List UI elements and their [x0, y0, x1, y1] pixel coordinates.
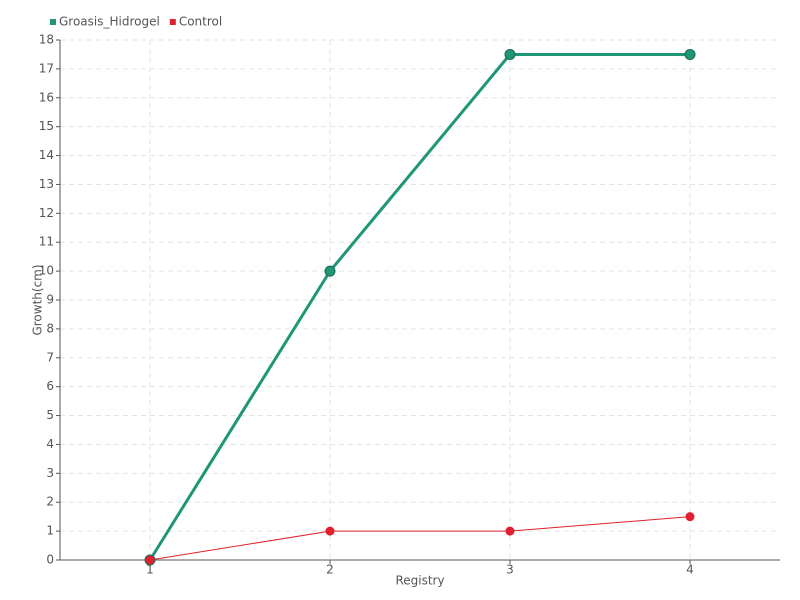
x-tick-label: 2 — [326, 563, 334, 577]
legend-swatch — [169, 19, 176, 25]
y-tick-label: 9 — [46, 293, 54, 307]
y-tick-label: 3 — [46, 466, 54, 480]
y-tick-label: 6 — [46, 379, 54, 393]
data-point — [505, 526, 515, 536]
series-line — [148, 52, 690, 561]
y-tick-label: 4 — [46, 437, 54, 451]
data-point — [685, 512, 695, 522]
data-point — [145, 555, 155, 565]
x-tick-label: 4 — [686, 563, 694, 577]
legend-swatch — [50, 19, 56, 25]
y-tick-label: 17 — [39, 61, 54, 75]
y-tick-label: 8 — [46, 321, 54, 335]
y-tick-label: 16 — [39, 90, 54, 104]
data-point — [684, 48, 696, 60]
y-axis-title: Growth(cm) — [31, 264, 45, 335]
y-tick-label: 13 — [39, 177, 54, 191]
data-point — [325, 526, 335, 536]
y-tick-label: 18 — [39, 33, 54, 47]
x-tick-label: 3 — [506, 563, 514, 577]
y-tick-label: 7 — [46, 350, 54, 364]
y-tick-label: 12 — [39, 206, 54, 220]
legend-label: Control — [179, 15, 222, 29]
y-tick-label: 11 — [39, 235, 54, 249]
series-line — [149, 516, 691, 561]
y-tick-label: 14 — [39, 148, 54, 162]
y-tick-label: 15 — [39, 119, 54, 133]
data-point — [324, 265, 336, 277]
y-tick-label: 5 — [46, 408, 54, 422]
y-tick-label: 2 — [46, 495, 54, 509]
x-tick-label: 1 — [146, 563, 154, 577]
x-axis-title: Registry — [395, 574, 444, 588]
y-tick-label: 0 — [46, 553, 54, 567]
y-tick-label: 10 — [39, 264, 54, 278]
data-point — [504, 48, 516, 60]
y-tick-label: 1 — [46, 524, 54, 538]
legend-label: Groasis_Hidrogel — [59, 15, 160, 29]
